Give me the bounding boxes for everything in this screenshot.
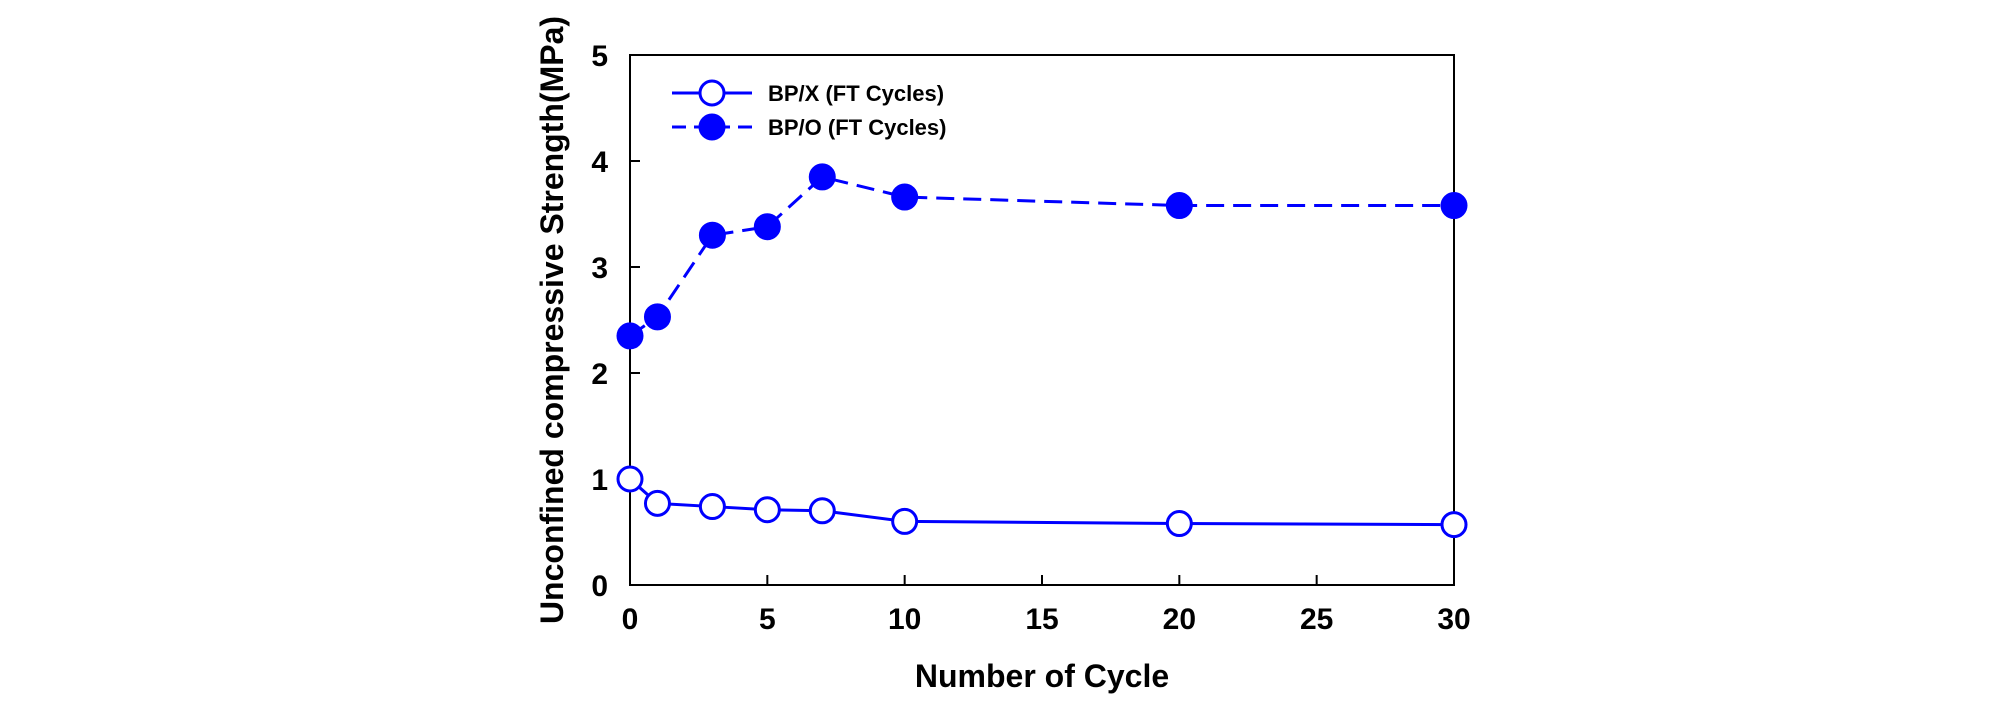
y-tick-label: 0 [591,570,608,603]
data-point [616,322,644,350]
data-point [808,163,836,191]
data-point [891,507,919,535]
legend-marker [698,79,726,107]
x-axis: 0 5 10 15 20 25 30 [622,575,1471,636]
y-axis: 0 1 2 3 4 5 [591,40,640,603]
data-point [643,303,671,331]
y-axis-title: Unconfined compressive Strength(MPa) [534,16,570,624]
y-tick-label: 2 [591,358,608,391]
y-tick-label: 1 [591,464,608,497]
y-tick-label: 4 [591,146,608,179]
data-point [1440,511,1468,539]
x-axis-title: Number of Cycle [915,658,1169,694]
data-point [1165,192,1193,220]
data-point [753,496,781,524]
data-point [808,497,836,525]
x-tick-label: 15 [1025,603,1058,636]
x-tick-label: 30 [1437,603,1470,636]
data-point [698,493,726,521]
x-tick-label: 25 [1300,603,1333,636]
x-tick-label: 5 [759,603,776,636]
legend-label: BP/X (FT Cycles) [768,81,944,106]
series-line-2 [629,175,1454,338]
data-point [891,183,919,211]
y-tick-label: 5 [591,40,608,73]
legend-label: BP/O (FT Cycles) [768,115,946,140]
plot-area-border [629,54,1455,586]
data-point [1165,510,1193,538]
y-tick-label: 3 [591,252,608,285]
data-point [1440,192,1468,220]
data-point [698,221,726,249]
x-tick-label: 0 [622,603,639,636]
data-point [753,213,781,241]
data-point [616,465,644,493]
data-point [643,489,671,517]
legend: BP/X (FT Cycles) BP/O (FT Cycles) [672,79,946,141]
legend-marker [698,113,726,141]
series-line-1 [629,477,1455,527]
series-layer [616,163,1468,539]
x-tick-label: 10 [888,603,921,636]
x-tick-label: 20 [1163,603,1196,636]
